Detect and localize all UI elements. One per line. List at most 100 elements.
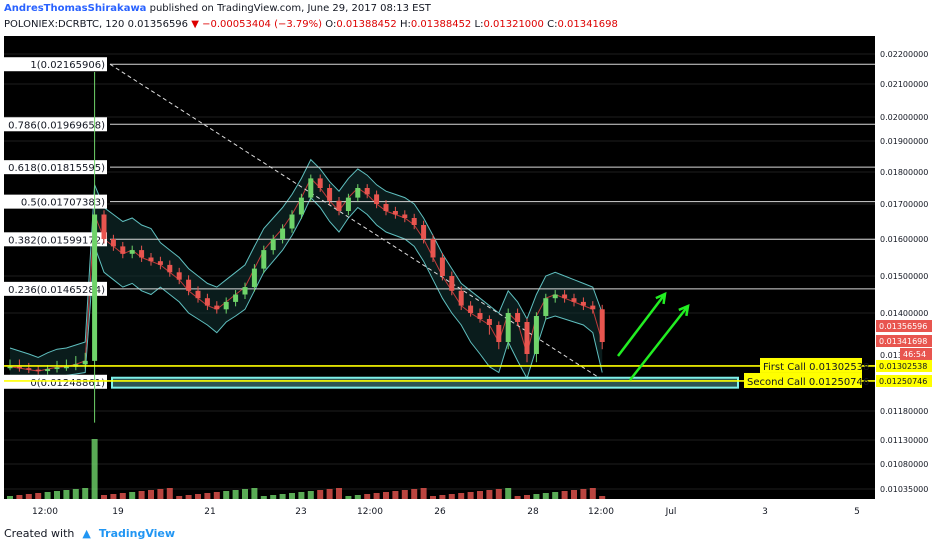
candle-body [449,276,455,291]
volume-bar [298,492,305,499]
volume-bar [486,490,493,499]
volume-bar [195,494,201,499]
published-text: published on TradingView.com, June 29, 2… [149,3,431,14]
call-annotations[interactable]: First Call 0.01302538 Second Call 0.01250… [744,357,870,388]
volume-bar [561,491,568,499]
ohlc-high-label: H: [399,19,411,30]
candle-body [92,214,98,361]
fib-label-bg [4,160,107,175]
symbol-line: POLONIEX:DCRBTC, 120 0.01356596 ▼ −0.000… [4,19,618,30]
candle-body [552,294,558,299]
volume-bar [25,494,32,499]
y-tick-label: 0.01035000 [880,485,928,494]
y-tick-label: 0.01130000 [880,436,928,445]
green-arrow-head [678,303,690,317]
price-chart[interactable]: 1(0.02165906) 0.786(0.01969658) 0.618(0.01… [0,36,932,522]
support-rect [111,376,739,389]
candle-body [468,305,474,313]
candle-body [242,287,248,295]
candle-body [298,197,304,215]
volume-bar [176,496,183,499]
price-markers: 0.01356596 0.01341698 46:54 0.01302538 0.012… [876,320,932,387]
candle-body [251,268,257,288]
volume-bar [44,492,51,499]
price-marker-label: 0.01356596 [879,322,927,331]
volume-bar [242,489,248,499]
x-tick-label: 23 [295,507,306,517]
candles [7,72,605,423]
call-lines[interactable] [4,365,875,382]
volume-bar [552,492,559,499]
volume-bar [63,490,70,499]
volume-bar [82,488,89,499]
ohlc-close-value: 0.01341698 [557,19,618,30]
x-tick-label: 12:00 [357,507,383,517]
ohlc-open-value: 0.01388452 [336,19,397,30]
green-arrows[interactable] [617,291,690,381]
fibonacci-levels[interactable]: 1(0.02165906) 0.786(0.01969658) 0.618(0.01… [4,57,875,389]
candle-body [505,313,511,343]
volume-bar [467,492,474,499]
x-tick-label: 3 [762,507,768,517]
candle-body [458,290,464,306]
volume-bar [72,489,79,499]
fib-label: 0.618(0.01815595) [8,163,105,174]
tradingview-brand[interactable]: TradingView [98,527,176,540]
candle-body [148,257,154,262]
symbol: POLONIEX:DCRBTC, 120 [4,19,125,30]
candle-body [430,239,436,258]
candle-body [101,214,107,239]
ohlc-open-label: O: [325,19,337,30]
green-arrow-shaft [629,305,689,381]
candle-body [280,228,286,239]
price-marker-label: 0.01302538 [879,362,927,371]
publish-line: AndresThomasShirakawa published on Tradi… [4,3,431,14]
candle-body [308,178,314,198]
candle-body [233,294,239,302]
y-tick-label: 0.01800000 [880,168,928,177]
volume-bar [251,488,258,499]
volume-bar [354,495,361,499]
volume-bar [204,493,211,499]
band-fill [10,159,603,380]
author-link[interactable]: AndresThomasShirakawa [4,3,147,14]
candle-body [139,250,145,258]
y-tick-label: 0.01180000 [880,407,928,416]
candle-body [477,313,483,319]
candle-body [45,369,51,372]
volume-bar [524,495,530,499]
volume-bar [326,489,333,499]
candle-body [336,200,342,211]
price-marker-label: 0.01250746 [879,377,927,386]
candle-body [82,360,88,365]
volume-bar [148,490,154,499]
volume-bars [7,439,606,499]
y-tick-label: 0.01080000 [880,460,928,469]
volume-bar [411,489,418,499]
candle-body [374,194,380,204]
candle-body [317,178,323,188]
candle-body [533,315,539,354]
candle-body [167,264,173,273]
candle-body [289,214,295,229]
volume-bar [260,496,267,499]
volume-bar [119,493,126,499]
green-arrow-head [655,291,667,305]
ohlc-close-label: C: [547,19,558,30]
candle-body [270,239,276,251]
x-tick-label: 21 [204,507,215,517]
call-label: First Call 0.01302538 [763,362,870,373]
candle-body [364,188,370,195]
price-marker-bg [876,335,932,348]
call-label: Second Call 0.01250746 [747,377,869,388]
fib-label: 0.236(0.01465284) [8,285,105,296]
candle-body [571,298,577,302]
candle-body [562,294,568,299]
trend-line[interactable] [109,63,601,379]
volume-bar [448,494,455,499]
price-axis[interactable] [875,36,932,499]
candle-body [63,366,69,369]
volume-bar [477,491,483,499]
y-tick-label: 0.02100000 [880,80,928,89]
support-zone[interactable] [111,376,739,389]
